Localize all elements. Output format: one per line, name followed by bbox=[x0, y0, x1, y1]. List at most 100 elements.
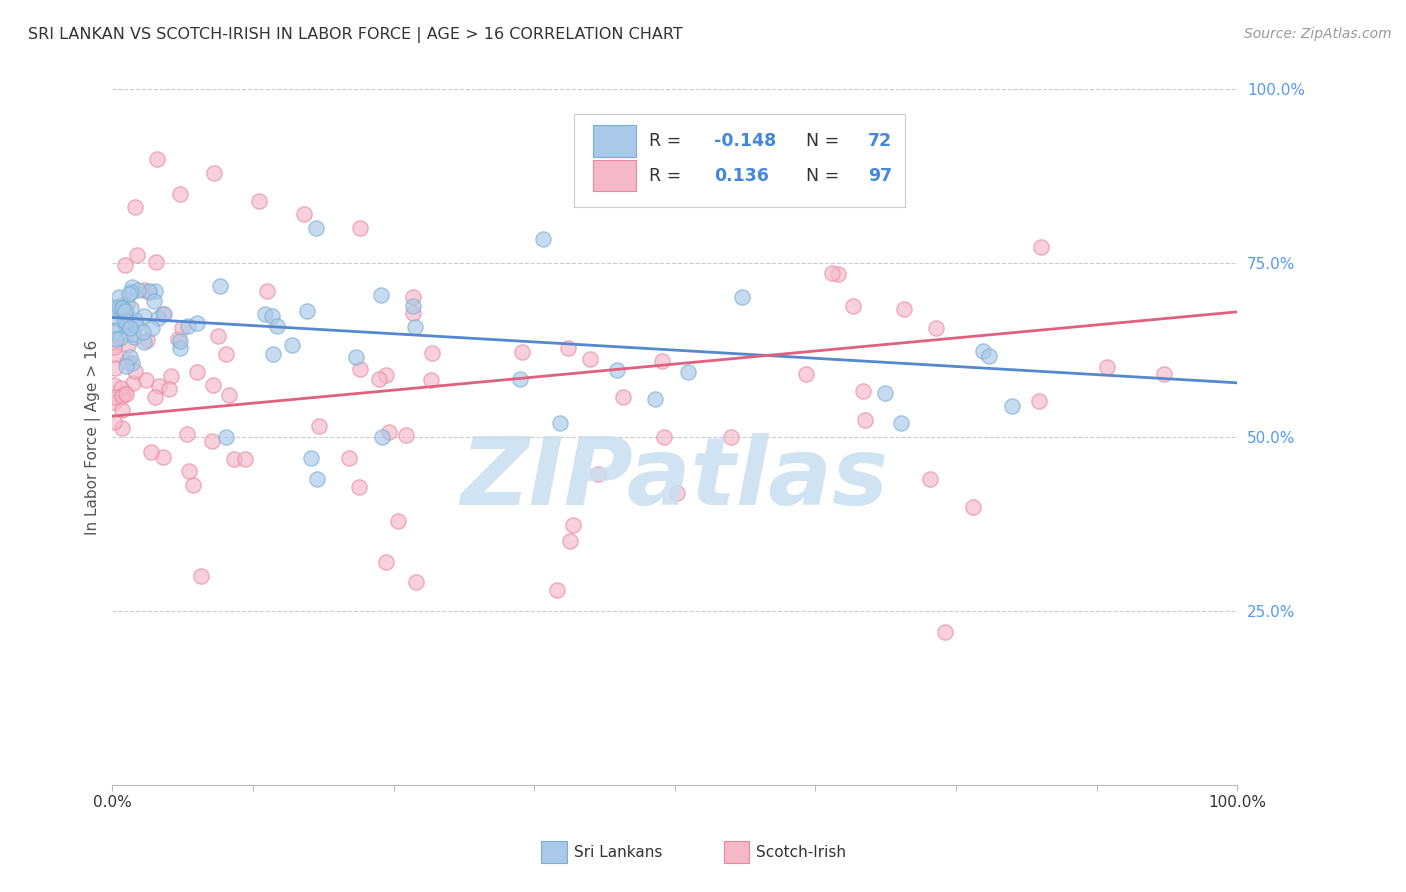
Point bbox=[176, 426, 198, 441]
Point bbox=[215, 430, 238, 444]
Point bbox=[606, 363, 628, 377]
Point bbox=[169, 334, 191, 349]
Point bbox=[120, 285, 142, 300]
Point bbox=[215, 347, 238, 361]
Point bbox=[558, 534, 581, 549]
Point bbox=[111, 389, 134, 403]
Point bbox=[262, 309, 284, 323]
Point bbox=[651, 353, 673, 368]
Point bbox=[108, 331, 131, 345]
Point bbox=[134, 309, 156, 323]
Point bbox=[262, 347, 284, 361]
Point bbox=[124, 364, 146, 378]
Point bbox=[1095, 360, 1118, 375]
Point bbox=[160, 368, 183, 383]
Point bbox=[103, 300, 125, 314]
Point bbox=[111, 403, 134, 417]
Point bbox=[295, 304, 318, 318]
Point bbox=[190, 569, 212, 583]
Point bbox=[115, 318, 138, 332]
Point bbox=[375, 555, 398, 569]
Point bbox=[665, 485, 688, 500]
Point bbox=[122, 326, 145, 341]
Y-axis label: In Labor Force | Age > 16: In Labor Force | Age > 16 bbox=[86, 340, 101, 534]
Text: Sri Lankans: Sri Lankans bbox=[574, 846, 662, 860]
Text: Scotch-Irish: Scotch-Irish bbox=[756, 846, 846, 860]
Point bbox=[510, 344, 533, 359]
Point bbox=[141, 320, 163, 334]
Point bbox=[118, 313, 141, 327]
Point bbox=[509, 372, 531, 386]
Point bbox=[378, 425, 401, 439]
Point bbox=[561, 518, 583, 533]
Point bbox=[644, 392, 666, 406]
Point bbox=[852, 384, 875, 398]
Point bbox=[266, 318, 288, 333]
Text: N =: N = bbox=[807, 167, 845, 185]
Point bbox=[134, 283, 156, 297]
Point bbox=[254, 307, 277, 321]
Point bbox=[114, 314, 136, 328]
FancyBboxPatch shape bbox=[593, 161, 636, 192]
Point bbox=[207, 329, 229, 343]
Point bbox=[873, 386, 896, 401]
Point bbox=[169, 186, 191, 201]
Point bbox=[676, 365, 699, 379]
Point bbox=[924, 321, 946, 335]
Point bbox=[138, 285, 160, 299]
Point bbox=[281, 338, 304, 352]
Point bbox=[579, 351, 602, 366]
Point bbox=[349, 221, 371, 235]
Point bbox=[371, 430, 394, 444]
Point bbox=[402, 299, 425, 313]
Point bbox=[201, 434, 224, 449]
Point bbox=[588, 467, 610, 482]
Point bbox=[720, 430, 742, 444]
Point bbox=[305, 220, 328, 235]
Point bbox=[114, 359, 136, 373]
Point bbox=[299, 450, 322, 465]
Point bbox=[110, 381, 132, 395]
Point bbox=[307, 472, 329, 486]
Point bbox=[103, 378, 125, 392]
Point bbox=[103, 341, 125, 355]
Point bbox=[208, 278, 231, 293]
Point bbox=[730, 290, 752, 304]
Point bbox=[145, 255, 167, 269]
Point bbox=[420, 346, 443, 360]
Point bbox=[893, 301, 915, 316]
Point bbox=[349, 361, 371, 376]
Point bbox=[337, 451, 360, 466]
Point bbox=[114, 258, 136, 272]
Point bbox=[146, 152, 169, 166]
Point bbox=[531, 232, 554, 246]
Point bbox=[115, 355, 138, 369]
Point bbox=[405, 574, 427, 589]
Text: R =: R = bbox=[650, 167, 692, 185]
Point bbox=[853, 413, 876, 427]
Point bbox=[103, 348, 125, 362]
Point bbox=[114, 387, 136, 401]
Point bbox=[104, 390, 127, 404]
Point bbox=[103, 395, 125, 409]
Point bbox=[169, 341, 191, 355]
Point bbox=[1031, 240, 1053, 254]
Point bbox=[124, 312, 146, 326]
Point bbox=[292, 207, 315, 221]
Point bbox=[152, 307, 174, 321]
Text: 97: 97 bbox=[869, 167, 893, 185]
Point bbox=[977, 349, 1000, 363]
Point bbox=[143, 390, 166, 404]
Point bbox=[402, 306, 425, 320]
Point bbox=[105, 332, 128, 346]
Point bbox=[368, 372, 391, 386]
Point bbox=[256, 284, 278, 298]
Point bbox=[112, 301, 135, 316]
Point bbox=[111, 298, 134, 312]
Point bbox=[132, 334, 155, 349]
Point bbox=[125, 248, 148, 262]
Point bbox=[420, 373, 443, 387]
Text: R =: R = bbox=[650, 132, 686, 150]
Point bbox=[167, 332, 190, 346]
Point bbox=[122, 330, 145, 344]
